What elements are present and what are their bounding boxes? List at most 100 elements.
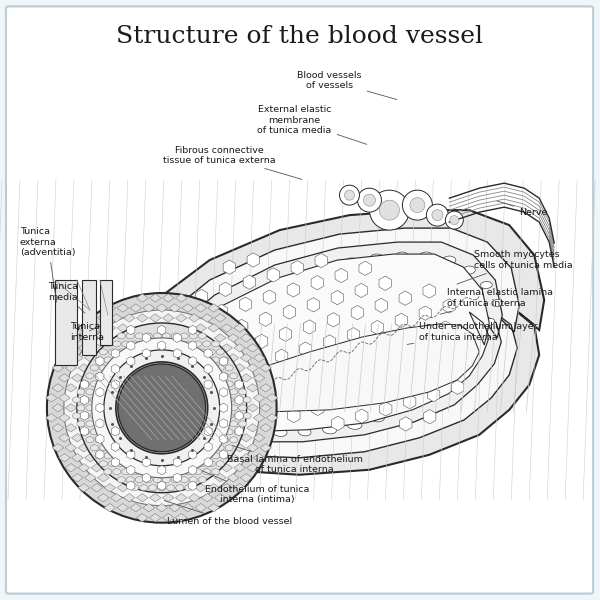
- Polygon shape: [71, 334, 83, 342]
- Polygon shape: [52, 424, 64, 432]
- Polygon shape: [323, 335, 336, 349]
- Ellipse shape: [477, 334, 488, 341]
- Circle shape: [358, 188, 382, 212]
- Ellipse shape: [198, 477, 206, 483]
- Polygon shape: [395, 313, 407, 328]
- Polygon shape: [59, 354, 70, 362]
- Ellipse shape: [185, 357, 193, 363]
- Ellipse shape: [104, 437, 112, 443]
- Ellipse shape: [390, 344, 409, 355]
- Text: Internal elastic lamina
of tunica interna: Internal elastic lamina of tunica intern…: [440, 289, 553, 314]
- Polygon shape: [240, 334, 252, 342]
- Polygon shape: [272, 371, 284, 386]
- Polygon shape: [347, 328, 359, 342]
- Polygon shape: [59, 454, 70, 462]
- Polygon shape: [253, 434, 265, 442]
- Polygon shape: [78, 364, 90, 372]
- Circle shape: [450, 215, 459, 224]
- Ellipse shape: [118, 477, 125, 483]
- Ellipse shape: [136, 477, 143, 483]
- Polygon shape: [260, 443, 271, 452]
- Ellipse shape: [171, 333, 179, 339]
- Ellipse shape: [149, 485, 157, 491]
- Ellipse shape: [243, 413, 251, 419]
- Polygon shape: [247, 253, 259, 267]
- Polygon shape: [78, 443, 90, 452]
- Ellipse shape: [118, 349, 125, 355]
- Ellipse shape: [113, 389, 121, 395]
- Polygon shape: [292, 386, 304, 401]
- Ellipse shape: [467, 346, 482, 355]
- Ellipse shape: [77, 421, 85, 427]
- Text: Structure of the blood vessel: Structure of the blood vessel: [116, 25, 483, 49]
- Polygon shape: [268, 394, 280, 408]
- Polygon shape: [204, 427, 212, 436]
- Text: Basal lamina of endothelium
of tunica interna: Basal lamina of endothelium of tunica in…: [227, 446, 362, 475]
- Ellipse shape: [95, 373, 103, 379]
- FancyBboxPatch shape: [6, 7, 593, 593]
- Bar: [82, 280, 96, 355]
- Ellipse shape: [167, 357, 175, 363]
- Ellipse shape: [198, 349, 206, 355]
- Ellipse shape: [86, 437, 94, 443]
- Polygon shape: [266, 394, 278, 402]
- Polygon shape: [204, 364, 212, 374]
- Polygon shape: [195, 503, 206, 512]
- Polygon shape: [260, 383, 271, 392]
- Ellipse shape: [466, 352, 478, 358]
- Polygon shape: [335, 394, 348, 409]
- Ellipse shape: [158, 485, 166, 491]
- Polygon shape: [117, 324, 128, 332]
- Polygon shape: [175, 494, 187, 502]
- Ellipse shape: [194, 341, 202, 347]
- Polygon shape: [65, 464, 77, 472]
- Polygon shape: [127, 466, 135, 475]
- Ellipse shape: [207, 461, 215, 467]
- Polygon shape: [110, 494, 122, 502]
- Ellipse shape: [113, 341, 121, 347]
- Ellipse shape: [167, 485, 175, 491]
- Ellipse shape: [162, 333, 170, 339]
- Polygon shape: [220, 388, 227, 397]
- Ellipse shape: [104, 373, 112, 379]
- Polygon shape: [223, 260, 236, 274]
- Polygon shape: [96, 403, 104, 413]
- Circle shape: [427, 204, 448, 226]
- Ellipse shape: [203, 341, 211, 347]
- Polygon shape: [112, 380, 119, 389]
- Polygon shape: [105, 228, 519, 458]
- Polygon shape: [96, 450, 104, 459]
- Polygon shape: [235, 319, 248, 334]
- Polygon shape: [204, 380, 212, 389]
- Circle shape: [77, 323, 247, 493]
- Ellipse shape: [234, 381, 242, 387]
- Ellipse shape: [86, 421, 94, 427]
- Polygon shape: [156, 304, 167, 312]
- Ellipse shape: [149, 357, 157, 363]
- Ellipse shape: [149, 453, 157, 459]
- Polygon shape: [356, 409, 368, 423]
- Ellipse shape: [180, 349, 188, 355]
- Polygon shape: [173, 349, 181, 358]
- Ellipse shape: [189, 349, 197, 355]
- Polygon shape: [117, 304, 128, 312]
- Ellipse shape: [82, 429, 89, 435]
- Polygon shape: [443, 299, 455, 313]
- Ellipse shape: [95, 389, 103, 395]
- Polygon shape: [158, 325, 166, 335]
- Ellipse shape: [136, 461, 143, 467]
- Ellipse shape: [180, 477, 188, 483]
- Polygon shape: [90, 210, 544, 475]
- Ellipse shape: [203, 357, 211, 363]
- Ellipse shape: [113, 357, 121, 363]
- Polygon shape: [112, 427, 119, 436]
- Ellipse shape: [194, 357, 202, 363]
- Ellipse shape: [86, 373, 94, 379]
- Ellipse shape: [412, 394, 427, 403]
- Polygon shape: [85, 354, 96, 362]
- Circle shape: [64, 310, 260, 506]
- Polygon shape: [327, 313, 340, 327]
- Ellipse shape: [225, 381, 233, 387]
- Polygon shape: [208, 503, 220, 512]
- Polygon shape: [96, 419, 104, 428]
